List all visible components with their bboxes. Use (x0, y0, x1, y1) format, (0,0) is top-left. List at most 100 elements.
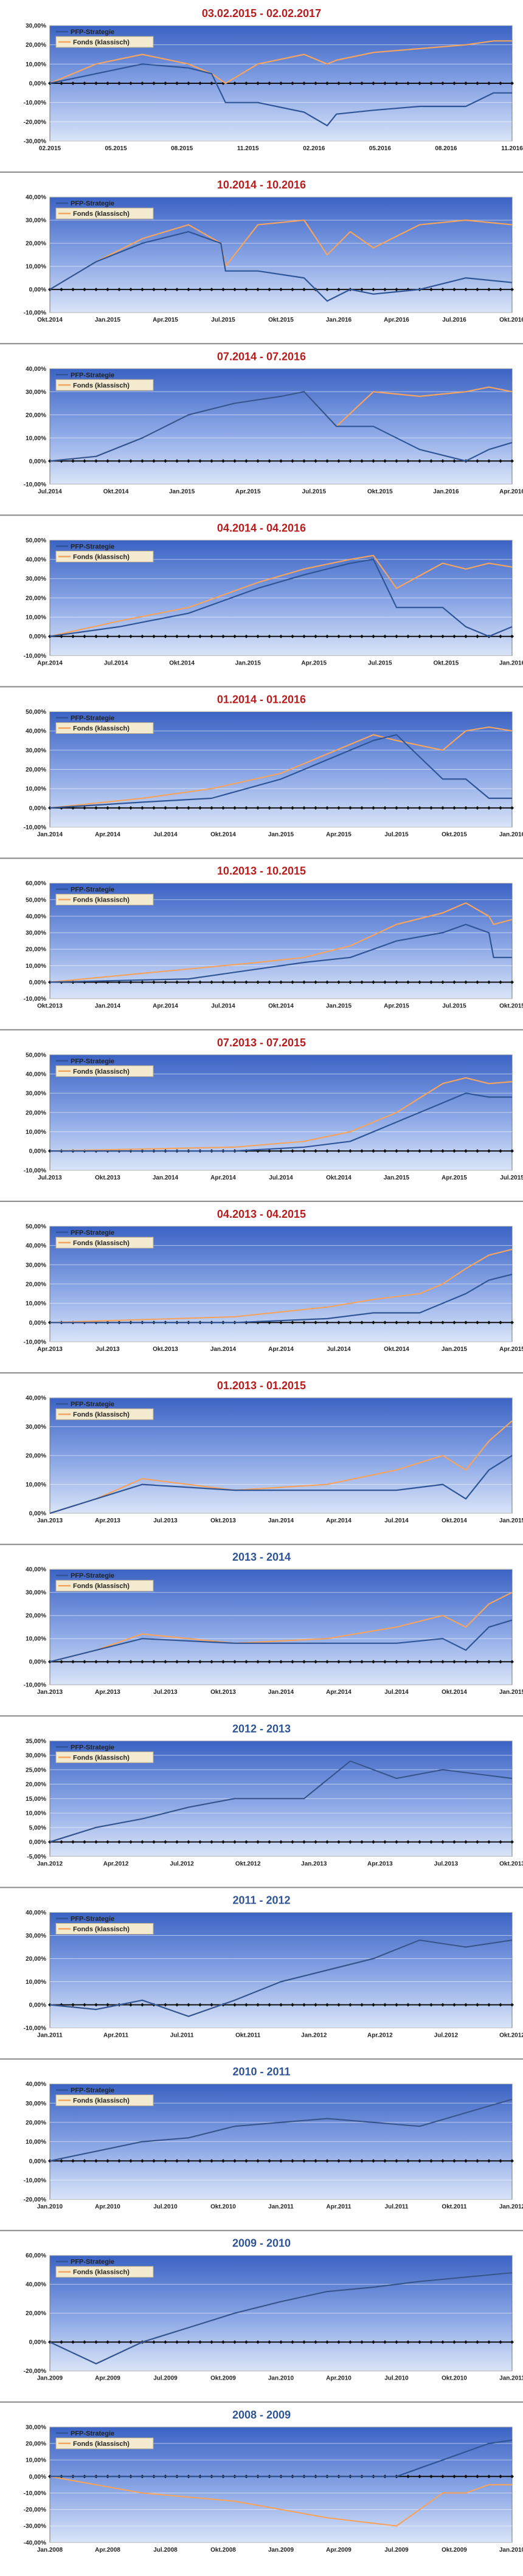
x-tick-label: Jan.2016 (433, 488, 459, 495)
baseline-marker (279, 1840, 283, 1844)
x-tick-label: Okt.2010 (442, 2375, 467, 2382)
baseline-marker (164, 2159, 167, 2163)
baseline-marker (302, 2003, 306, 2007)
legend-label-fonds: Fonds (klassisch) (73, 1583, 130, 1590)
y-tick-label: 50,00% (26, 1223, 46, 1230)
x-tick-label: Okt.2013 (95, 1175, 120, 1181)
baseline-marker (464, 2003, 468, 2007)
y-tick-label: -20,00% (24, 2507, 46, 2513)
baseline-marker (499, 2474, 502, 2479)
baseline-marker (383, 1840, 387, 1844)
y-tick-label: 0,00% (29, 81, 46, 88)
x-tick-label: Apr.2014 (95, 832, 120, 838)
baseline-marker (256, 1840, 260, 1844)
baseline-marker (129, 634, 133, 638)
baseline-marker (429, 2474, 433, 2479)
chart-panel-12: 2010 - 2011 40,00% 30,00% 20,00% 10,00% 0,00%… (0, 2058, 523, 2211)
baseline-marker (187, 1660, 190, 1664)
baseline-marker (198, 1660, 202, 1664)
baseline-marker (279, 2003, 283, 2007)
baseline-marker (314, 459, 317, 463)
x-tick-label: Jan.2010 (268, 2375, 294, 2382)
baseline-marker (383, 980, 387, 984)
baseline-marker (244, 1660, 248, 1664)
baseline-marker (360, 2340, 364, 2344)
baseline-marker (476, 2340, 479, 2344)
baseline-marker (325, 1149, 329, 1153)
x-tick-label: Jul.2014 (384, 1518, 409, 1524)
y-tick-label: 20,00% (26, 1110, 46, 1116)
baseline-marker (360, 1321, 364, 1325)
x-tick-label: Jul.2015 (368, 660, 392, 666)
baseline-marker (279, 2340, 283, 2344)
baseline-marker (510, 288, 514, 292)
baseline-marker (210, 81, 213, 85)
baseline-marker (348, 81, 352, 85)
legend: PFP-Strategie Fonds (klassisch) (55, 1572, 154, 1592)
baseline-marker (372, 980, 375, 984)
legend-label-fonds: Fonds (klassisch) (73, 210, 130, 218)
baseline-marker (429, 1321, 433, 1325)
baseline-marker (117, 81, 121, 85)
baseline-marker (175, 980, 179, 984)
baseline-marker (452, 1321, 456, 1325)
baseline-marker (268, 459, 271, 463)
baseline-marker (383, 1321, 387, 1325)
baseline-marker (452, 2003, 456, 2007)
baseline-marker (233, 2340, 237, 2344)
x-tick-label: Jul.2014 (211, 1003, 235, 1010)
legend-label-pfp: PFP-Strategie (71, 29, 114, 36)
baseline-marker (395, 288, 398, 292)
y-tick-label: 50,00% (26, 897, 46, 903)
baseline-marker (140, 288, 144, 292)
baseline-marker (372, 288, 375, 292)
baseline-marker (510, 2474, 514, 2479)
baseline-marker (71, 459, 75, 463)
baseline-marker (94, 1660, 98, 1664)
baseline-marker (94, 806, 98, 810)
x-tick-label: Okt.2015 (442, 832, 467, 838)
baseline-marker (279, 459, 283, 463)
legend: PFP-Strategie Fonds (klassisch) (55, 2259, 154, 2278)
baseline-marker (244, 288, 248, 292)
baseline-marker (337, 81, 341, 85)
chart-title: 2008 - 2009 (232, 2409, 291, 2421)
y-tick-label: 35,00% (26, 1738, 46, 1745)
baseline-marker (140, 980, 144, 984)
series-line-pfp (49, 1760, 513, 1843)
baseline-marker (140, 2003, 144, 2007)
baseline-marker (418, 634, 421, 638)
baseline-marker (383, 2159, 387, 2163)
baseline-marker (291, 806, 294, 810)
x-tick-label: 08.2016 (435, 145, 457, 152)
baseline-marker (464, 806, 468, 810)
baseline-marker (106, 2003, 109, 2007)
baseline-marker (372, 1149, 375, 1153)
baseline-marker (314, 1149, 317, 1153)
y-tick-label: 0,00% (29, 458, 46, 465)
baseline-marker (152, 634, 156, 638)
baseline-marker (187, 2159, 190, 2163)
baseline-marker (291, 2340, 294, 2344)
series-line-fonds (49, 1077, 513, 1152)
y-tick-label: -10,00% (24, 996, 46, 1003)
baseline-marker (198, 634, 202, 638)
baseline-marker (60, 81, 63, 85)
baseline-marker (187, 2003, 190, 2007)
baseline-marker (348, 1660, 352, 1664)
baseline-marker (129, 2340, 133, 2344)
series-line-fonds (49, 219, 513, 291)
y-tick-label: -40,00% (24, 2540, 46, 2546)
baseline-marker (60, 2159, 63, 2163)
chart-title: 07.2014 - 07.2016 (217, 350, 306, 362)
baseline-marker (452, 634, 456, 638)
baseline-marker (348, 459, 352, 463)
x-tick-label: Jul.2015 (384, 832, 409, 838)
baseline-marker (83, 1660, 86, 1664)
baseline-marker (406, 634, 410, 638)
y-tick-label: -10,00% (24, 2490, 46, 2497)
baseline-marker (164, 634, 167, 638)
baseline-marker (348, 2003, 352, 2007)
baseline-marker (187, 2340, 190, 2344)
x-tick-label: Jan.2014 (95, 1003, 121, 1010)
